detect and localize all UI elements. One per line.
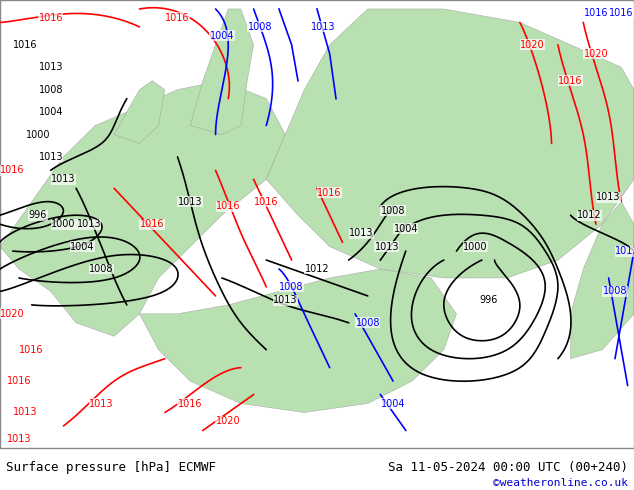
Text: 1016: 1016 — [254, 197, 278, 207]
Text: Surface pressure [hPa] ECMWF: Surface pressure [hPa] ECMWF — [6, 461, 216, 474]
Text: 1004: 1004 — [381, 398, 405, 409]
Text: 996: 996 — [479, 295, 497, 305]
Text: 1008: 1008 — [356, 318, 380, 328]
Text: 1012: 1012 — [616, 246, 634, 256]
Text: 1004: 1004 — [210, 31, 234, 41]
Polygon shape — [139, 269, 456, 413]
Text: 1008: 1008 — [89, 264, 113, 274]
Text: 1013: 1013 — [311, 22, 335, 32]
Text: 1013: 1013 — [273, 295, 297, 305]
Polygon shape — [571, 202, 634, 359]
Text: 1012: 1012 — [578, 210, 602, 220]
Text: 1013: 1013 — [51, 174, 75, 184]
Text: 1016: 1016 — [584, 8, 608, 19]
Polygon shape — [0, 81, 285, 336]
Text: 1013: 1013 — [7, 434, 31, 444]
Text: 1016: 1016 — [7, 376, 31, 386]
Polygon shape — [266, 9, 634, 278]
Text: 1012: 1012 — [305, 264, 329, 274]
Text: 1013: 1013 — [597, 192, 621, 202]
Text: 1013: 1013 — [349, 228, 373, 238]
Text: 1004: 1004 — [394, 223, 418, 234]
Text: 1016: 1016 — [178, 398, 202, 409]
Text: 1008: 1008 — [248, 22, 272, 32]
Text: 1008: 1008 — [381, 206, 405, 216]
Text: 1016: 1016 — [1, 165, 25, 175]
Text: 1020: 1020 — [521, 40, 545, 50]
Text: 1013: 1013 — [13, 408, 37, 417]
Text: 1013: 1013 — [39, 62, 63, 72]
Text: 1016: 1016 — [13, 40, 37, 50]
Text: 1016: 1016 — [39, 13, 63, 23]
Text: 1013: 1013 — [178, 197, 202, 207]
Text: 1016: 1016 — [140, 219, 164, 229]
Text: 1013: 1013 — [39, 152, 63, 162]
Text: 1008: 1008 — [280, 282, 304, 292]
Text: 1000: 1000 — [51, 219, 75, 229]
Text: 1008: 1008 — [39, 85, 63, 95]
Text: 1020: 1020 — [584, 49, 608, 59]
Text: 1016: 1016 — [165, 13, 190, 23]
Text: 1020: 1020 — [216, 416, 240, 426]
Text: 1016: 1016 — [609, 8, 633, 19]
Text: 1020: 1020 — [1, 309, 25, 319]
Text: 1013: 1013 — [89, 398, 113, 409]
Text: 1013: 1013 — [77, 219, 101, 229]
Polygon shape — [114, 81, 165, 144]
Polygon shape — [190, 9, 254, 135]
Text: 1016: 1016 — [20, 344, 44, 355]
Text: 1004: 1004 — [70, 242, 94, 251]
Text: 1016: 1016 — [216, 201, 240, 211]
Text: 1000: 1000 — [463, 242, 488, 251]
Text: 1004: 1004 — [39, 107, 63, 117]
Text: 1008: 1008 — [603, 287, 627, 296]
Text: 1000: 1000 — [26, 129, 50, 140]
Text: 1016: 1016 — [559, 75, 583, 86]
Text: Sa 11-05-2024 00:00 UTC (00+240): Sa 11-05-2024 00:00 UTC (00+240) — [387, 461, 628, 474]
Text: 996: 996 — [29, 210, 47, 220]
Text: 1016: 1016 — [318, 188, 342, 198]
Text: 1013: 1013 — [375, 242, 399, 251]
Text: ©weatheronline.co.uk: ©weatheronline.co.uk — [493, 478, 628, 488]
